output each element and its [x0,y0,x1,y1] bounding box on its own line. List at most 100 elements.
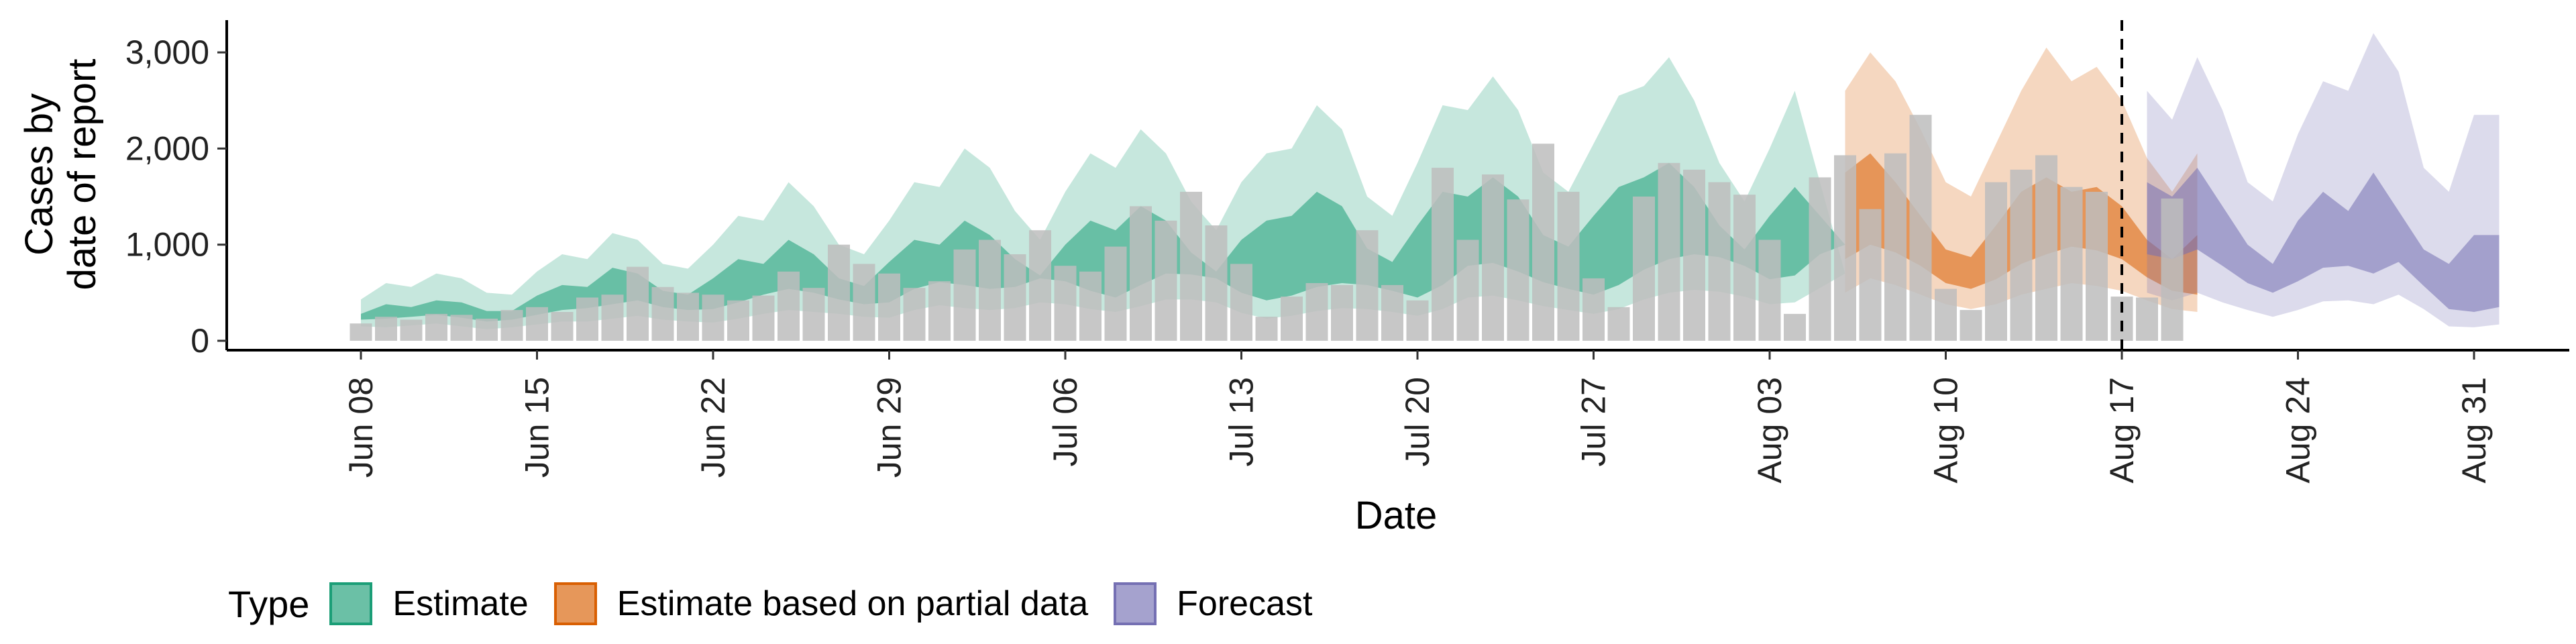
reported-cases-bar [651,286,674,341]
y-tick-label: 3,000 [125,34,209,71]
legend-item-forecast: Forecast [1114,582,1312,625]
reported-cases-bar [425,313,447,341]
reported-cases-bar [1406,300,1429,341]
reported-cases-bar [1683,169,1705,341]
reported-cases-bar [1607,307,1630,341]
reported-cases-bar [500,310,523,341]
reported-cases-bar [1935,288,1957,341]
reported-cases-bar [1180,191,1202,341]
legend-key-estimate [329,582,373,625]
reported-cases-bar [1960,310,1982,341]
legend-label-forecast: Forecast [1177,584,1313,623]
y-tick-label: 2,000 [125,129,209,167]
reported-cases-bar [1859,209,1882,341]
reported-cases-bar [1381,284,1403,341]
x-tick-label: Aug 31 [2455,377,2493,483]
y-tick-label: 1,000 [125,226,209,264]
axes [225,20,2569,352]
reported-cases-bar [1104,246,1127,341]
reported-cases-bar [1884,153,1907,341]
y-axis-title: Cases by date of report [17,59,104,290]
reported-cases-bar [1305,283,1328,341]
reported-cases-bar [1205,225,1228,341]
x-tick-label: Aug 03 [1751,377,1788,483]
reported-cases-bar [802,288,825,341]
reported-cases-bar [2086,191,2108,341]
reported-cases-bar [2136,297,2158,341]
reported-cases-bar [1582,278,1605,341]
reported-cases-bar [1230,264,1252,341]
x-tick-label: Jul 20 [1399,377,1436,466]
reported-cases-bar [1255,317,1278,341]
reported-cases-bar [350,323,372,341]
reported-cases-bar [400,319,423,341]
reported-cases-bar [1456,239,1479,341]
reported-cases-bar [1054,266,1077,341]
reported-cases-bar [1004,254,1026,341]
legend-item-estimate: Estimate [329,582,529,625]
reported-cases-bar [1532,144,1554,341]
reported-cases-bar [1507,199,1529,341]
reported-cases-bar [450,315,473,341]
tick-labels: 0 1,000 2,000 3,000 Jun 08 Jun 15 Jun 22 Jun 29… [125,34,2493,483]
reported-cases-bar [1130,206,1152,341]
x-tick-label: Jul 06 [1046,377,1084,466]
x-tick-label: Jun 29 [871,377,908,478]
reported-cases-bar [2161,198,2184,341]
reported-cases-bar [1909,115,1932,341]
reported-cases-bar [1281,297,1303,341]
reported-cases-bar [953,249,976,341]
x-tick-label: Jun 15 [519,377,556,478]
band-inner-estimate [361,162,1845,322]
reported-cases-bar [375,317,397,341]
reported-cases-bars [350,115,2184,341]
reported-cases-bar [677,292,699,341]
reported-cases-bar [1708,182,1731,341]
reported-cases-bar [777,271,800,341]
legend-key-forecast [1114,582,1157,625]
legend-label-estimate: Estimate [392,584,529,623]
reported-cases-bar [576,297,598,341]
reported-cases-bar [702,294,724,341]
reported-cases-bar [1758,239,1781,341]
reported-cases-bar [1079,271,1102,341]
y-tick-label: 0 [191,322,209,360]
x-tick-label: Jul 27 [1575,377,1613,466]
reported-cases-bar [1733,195,1756,341]
legend-title: Type [228,582,310,625]
reported-cases-bar [979,239,1001,341]
reported-cases-bar [878,273,900,341]
legend-key-partial [553,582,597,625]
reported-cases-bar [526,307,548,341]
reported-cases-bar [1633,197,1655,341]
legend-label-partial: Estimate based on partial data [616,584,1089,623]
reported-cases-bar [601,294,624,341]
reported-cases-bar [551,312,574,341]
x-tick-label: Jul 13 [1223,377,1260,466]
x-tick-label: Aug 17 [2103,377,2141,483]
reported-cases-bar [2010,169,2033,341]
reported-cases-bar [1482,174,1504,341]
reported-cases-bar [1356,230,1379,341]
reported-cases-bar [903,288,926,341]
reported-cases-bar [727,300,749,341]
reported-cases-bar [1029,230,1051,341]
y-axis-title-line1: Cases by [17,93,61,256]
reported-cases-bar [853,264,875,341]
reported-cases-bar [1985,182,2007,341]
y-axis-title-line2: date of report [60,59,104,290]
reported-cases-bar [1809,177,1831,341]
reported-cases-bar [476,319,498,341]
band-inner-forecast [2147,168,2500,312]
reported-cases-bar [1658,162,1680,341]
reported-cases-bar [928,281,951,341]
x-tick-label: Aug 10 [1927,377,1965,483]
reported-cases-bar [1784,313,1806,341]
reported-cases-bar [627,266,649,341]
legend: Type Estimate Estimate based on partial … [228,574,1338,634]
reported-cases-bar [1155,220,1177,341]
reported-cases-bar [1557,191,1580,341]
legend-item-partial: Estimate based on partial data [553,582,1089,625]
reported-cases-bar [2060,186,2083,341]
